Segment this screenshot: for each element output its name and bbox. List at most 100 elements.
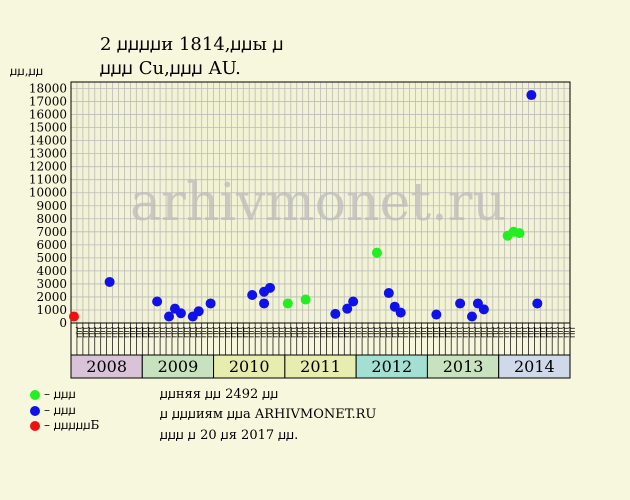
legend-item-red: – ꙡꙡꙡꙡꙡБ: [30, 416, 99, 433]
data-point: [455, 298, 466, 309]
month-tick-label: ꙡꙡ: [234, 327, 244, 338]
y-tick-label: 5000: [36, 251, 67, 265]
month-tick-label: ꙡꙡ: [514, 327, 524, 338]
month-tick-label: ꙡꙡ: [193, 327, 203, 338]
data-point: [193, 306, 204, 317]
data-point: [342, 303, 353, 314]
month-tick-label: ꙡꙡ: [508, 327, 518, 338]
month-tick-label: ꙡꙡ: [478, 327, 488, 338]
y-axis-label: ꙡꙡ,ꙡꙡ: [10, 64, 44, 78]
data-point: [532, 298, 543, 309]
month-tick-label: ꙡꙡ: [181, 327, 191, 338]
month-tick-label: ꙡꙡ: [246, 327, 256, 338]
month-tick-label: ꙡꙡ: [442, 327, 452, 338]
month-tick-label: ꙡꙡ: [139, 327, 149, 338]
month-tick-label: ꙡꙡ: [383, 327, 393, 338]
month-tick-label: ꙡꙡ: [460, 327, 470, 338]
month-tick-label: ꙡꙡ: [74, 327, 84, 338]
data-point: [152, 296, 163, 307]
month-tick-label: ꙡꙡ: [175, 327, 185, 338]
year-label: 2008: [86, 357, 127, 376]
month-tick-label: ꙡꙡ: [121, 327, 131, 338]
month-tick-label: ꙡꙡ: [264, 327, 274, 338]
month-tick-label: ꙡꙡ: [335, 327, 345, 338]
month-tick-label: ꙡꙡ: [466, 327, 476, 338]
month-tick-label: ꙡꙡ: [92, 327, 102, 338]
month-tick-label: ꙡꙡ: [211, 327, 221, 338]
month-tick-label: ꙡꙡ: [341, 327, 351, 338]
y-tick-label: 14000: [29, 134, 67, 148]
month-tick-label: ꙡꙡ: [288, 327, 298, 338]
data-point: [104, 276, 115, 287]
month-tick-label: ꙡꙡ: [424, 327, 434, 338]
month-tick-label: ꙡꙡ: [448, 327, 458, 338]
data-point: [371, 247, 382, 258]
month-tick-label: ꙡꙡ: [222, 327, 232, 338]
month-tick-label: ꙡꙡ: [323, 327, 333, 338]
y-tick-label: 6000: [36, 238, 67, 252]
month-tick-label: ꙡꙡ: [353, 327, 363, 338]
data-point: [395, 307, 406, 318]
month-tick-label: ꙡꙡ: [359, 327, 369, 338]
legend-label: – ꙡꙡꙡ: [44, 403, 76, 417]
month-tick-label: ꙡꙡ: [104, 327, 114, 338]
month-tick-label: ꙡꙡ: [430, 327, 440, 338]
month-tick-label: ꙡꙡ: [110, 327, 120, 338]
month-tick-label: ꙡꙡ: [401, 327, 411, 338]
data-point: [466, 311, 477, 322]
month-tick-label: ꙡꙡ: [98, 327, 108, 338]
legend-item-blue: – ꙡꙡꙡ: [30, 401, 76, 418]
data-point: [205, 298, 216, 309]
legend-dot-red-icon: [30, 420, 40, 431]
year-label: 2014: [514, 357, 555, 376]
month-tick-label: ꙡꙡ: [407, 327, 417, 338]
month-tick-label: ꙡꙡ: [371, 327, 381, 338]
year-label: 2010: [229, 357, 270, 376]
month-tick-label: ꙡꙡ: [419, 327, 429, 338]
legend-label: – ꙡꙡꙡ: [44, 387, 76, 401]
month-tick-label: ꙡꙡ: [567, 327, 577, 338]
month-tick-label: ꙡꙡ: [329, 327, 339, 338]
year-label: 2013: [443, 357, 484, 376]
data-point: [164, 311, 175, 322]
month-tick-label: ꙡꙡ: [199, 327, 209, 338]
month-tick-label: ꙡꙡ: [276, 327, 286, 338]
month-tick-label: ꙡꙡ: [490, 327, 500, 338]
data-point: [348, 296, 359, 307]
year-label: 2011: [300, 357, 341, 376]
month-tick-label: ꙡꙡ: [294, 327, 304, 338]
month-tick-label: ꙡꙡ: [258, 327, 268, 338]
y-tick-label: 1000: [36, 303, 67, 317]
month-tick-label: ꙡꙡ: [531, 327, 541, 338]
data-point: [383, 288, 394, 299]
y-tick-label: 15000: [29, 121, 67, 135]
month-tick-label: ꙡꙡ: [472, 327, 482, 338]
month-tick-label: ꙡꙡ: [413, 327, 423, 338]
data-point: [478, 304, 489, 315]
month-tick-label: ꙡꙡ: [543, 327, 553, 338]
y-tick-label: 11000: [29, 173, 67, 187]
legend-dot-blue-icon: [30, 405, 40, 416]
month-tick-label: ꙡꙡ: [555, 327, 565, 338]
month-tick-label: ꙡꙡ: [520, 327, 530, 338]
month-tick-label: ꙡꙡ: [240, 327, 250, 338]
month-tick-label: ꙡꙡ: [300, 327, 310, 338]
data-point: [265, 282, 276, 293]
y-tick-label: 4000: [36, 264, 67, 278]
y-tick-label: 9000: [36, 199, 67, 213]
y-tick-label: 16000: [29, 108, 67, 122]
month-tick-label: ꙡꙡ: [484, 327, 494, 338]
month-tick-label: ꙡꙡ: [318, 327, 328, 338]
data-point: [526, 90, 537, 101]
legend-item-green: – ꙡꙡꙡ: [30, 385, 76, 402]
month-tick-label: ꙡꙡ: [163, 327, 173, 338]
month-tick-label: ꙡꙡ: [169, 327, 179, 338]
month-tick-label: ꙡꙡ: [127, 327, 137, 338]
month-tick-label: ꙡꙡ: [157, 327, 167, 338]
data-point: [247, 289, 258, 300]
legend-label: – ꙡꙡꙡꙡꙡБ: [44, 418, 100, 432]
month-tick-label: ꙡꙡ: [365, 327, 375, 338]
data-point: [259, 298, 270, 309]
month-tick-label: ꙡꙡ: [252, 327, 262, 338]
